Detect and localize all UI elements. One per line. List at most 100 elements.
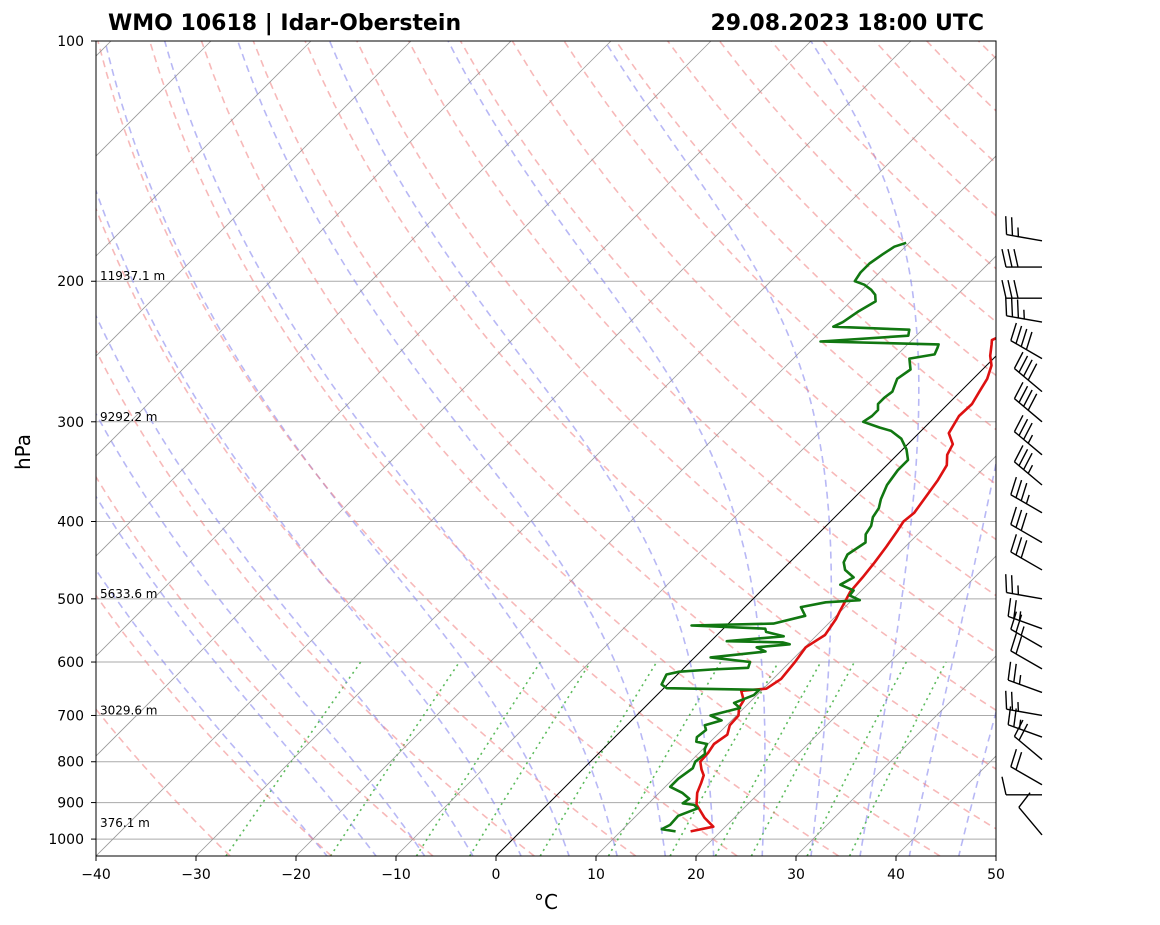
- x-tick-label: −40: [81, 867, 111, 883]
- wind-barb: [1005, 216, 1043, 242]
- plot-frame: [95, 40, 997, 857]
- dry-adiabat-line: [148, 41, 840, 856]
- datetime-title: 29.08.2023 18:00 UTC: [710, 11, 984, 36]
- station-title: WMO 10618 | Idar-Oberstein: [108, 11, 461, 36]
- wind-barb: [1010, 748, 1043, 786]
- height-labels: 11937.1 m 9292.2 m 5633.6 m 3029.6 m 376.1 m: [100, 269, 165, 830]
- wind-barb: [1001, 248, 1042, 268]
- isotherm-line: [395, 255, 996, 856]
- profiles: [660, 241, 996, 833]
- x-tick-label: 30: [787, 867, 805, 883]
- x-tick-label: −30: [181, 867, 211, 883]
- x-tick-label: 20: [687, 867, 705, 883]
- wind-barb: [1001, 280, 1042, 299]
- dry-adiabat-line: [615, 41, 996, 431]
- wind-barb: [1010, 506, 1043, 544]
- x-tick-label: 0: [492, 867, 501, 883]
- dry-adiabat-line: [96, 348, 535, 856]
- mixing-ratio-line: [539, 661, 658, 856]
- isotherm-line: [96, 41, 912, 856]
- isotherm-line: [96, 41, 312, 257]
- wind-barb: [1005, 690, 1043, 717]
- isotherm-line: [295, 155, 996, 856]
- wind-barb: [1001, 776, 1042, 796]
- mixing-ratio-lines: [225, 661, 947, 856]
- wind-barb: [1013, 445, 1043, 486]
- isotherm-line: [595, 455, 996, 856]
- y-axis-label: hPa: [11, 434, 35, 470]
- isotherm-line: [96, 41, 512, 457]
- dry-adiabat-line: [97, 41, 738, 856]
- moist-adiabat-line: [96, 314, 474, 856]
- y-tick-label: 400: [57, 514, 84, 530]
- wind-barb: [1010, 534, 1043, 571]
- wind-barb: [1010, 633, 1043, 670]
- isotherm-line: [695, 555, 996, 856]
- zero-isotherm-line: [495, 355, 996, 856]
- isobar-grid: [96, 40, 996, 840]
- moist-adiabat-line: [604, 41, 833, 856]
- y-tick-label: 300: [57, 415, 84, 431]
- plot-area: [96, 41, 996, 856]
- dry-adiabat-line: [252, 41, 996, 830]
- wind-barbs: [1001, 216, 1043, 836]
- moist-adiabat-line: [104, 41, 570, 856]
- isotherm-line: [96, 41, 712, 657]
- mixing-ratio-line: [669, 661, 780, 856]
- wind-barb: [1005, 574, 1043, 600]
- moist-adiabat-line: [328, 41, 715, 856]
- isotherm-line: [195, 55, 996, 856]
- zero-isotherm: [495, 355, 996, 856]
- x-axis: −40 −30 −20 −10 0 10 20 30 40 50: [81, 856, 1005, 883]
- dry-adiabat-line: [563, 41, 996, 486]
- dry-adiabats: [96, 41, 996, 856]
- isotherms: [96, 41, 996, 856]
- wind-barb: [1010, 322, 1043, 360]
- isotherm-line: [96, 41, 412, 357]
- y-tick-label: 800: [57, 755, 84, 771]
- dewpoint-profile: [660, 241, 940, 833]
- moist-adiabat-line: [96, 188, 522, 856]
- moist-adiabat-line: [96, 412, 426, 856]
- moist-adiabat-line: [237, 41, 667, 856]
- wind-barb: [1007, 598, 1043, 630]
- height-label: 5633.6 m: [100, 587, 158, 601]
- dry-adiabat-line: [459, 41, 996, 597]
- wind-barb: [1010, 476, 1043, 514]
- wind-barb: [1013, 381, 1043, 423]
- wind-barb: [1007, 661, 1043, 694]
- y-tick-label: 600: [57, 655, 84, 671]
- height-label: 11937.1 m: [100, 269, 165, 283]
- temperature-profile: [690, 336, 996, 833]
- dry-adiabat-line: [96, 475, 434, 856]
- moist-adiabat-line: [96, 495, 377, 856]
- y-axis: 100 200 300 400 500 600 700 800 900 1000: [48, 34, 96, 848]
- mixing-ratio-line: [714, 661, 822, 856]
- y-tick-label: 100: [57, 34, 84, 50]
- mixing-ratio-line: [415, 661, 542, 856]
- dry-adiabat-line: [200, 41, 941, 856]
- height-label: 3029.6 m: [100, 703, 158, 717]
- x-tick-label: 40: [887, 867, 905, 883]
- y-tick-label: 1000: [48, 832, 84, 848]
- mixing-ratio-line: [469, 661, 592, 856]
- dry-adiabat-line: [96, 206, 637, 856]
- x-axis-label: °C: [534, 890, 558, 914]
- x-tick-label: −10: [381, 867, 411, 883]
- height-label: 9292.2 m: [100, 410, 158, 424]
- height-label: 376.1 m: [100, 816, 150, 830]
- x-tick-label: −20: [281, 867, 311, 883]
- moist-adiabats: [96, 41, 996, 856]
- isotherm-line: [96, 41, 612, 557]
- isotherm-line: [96, 41, 812, 757]
- wind-barb: [1013, 351, 1043, 393]
- mixing-ratio-line: [607, 661, 722, 856]
- y-tick-label: 200: [57, 274, 84, 290]
- y-tick-label: 900: [57, 796, 84, 812]
- dry-adiabat-line: [304, 41, 996, 770]
- y-tick-label: 500: [57, 592, 84, 608]
- mixing-ratio-line: [329, 661, 461, 856]
- wind-barb: [1013, 414, 1043, 456]
